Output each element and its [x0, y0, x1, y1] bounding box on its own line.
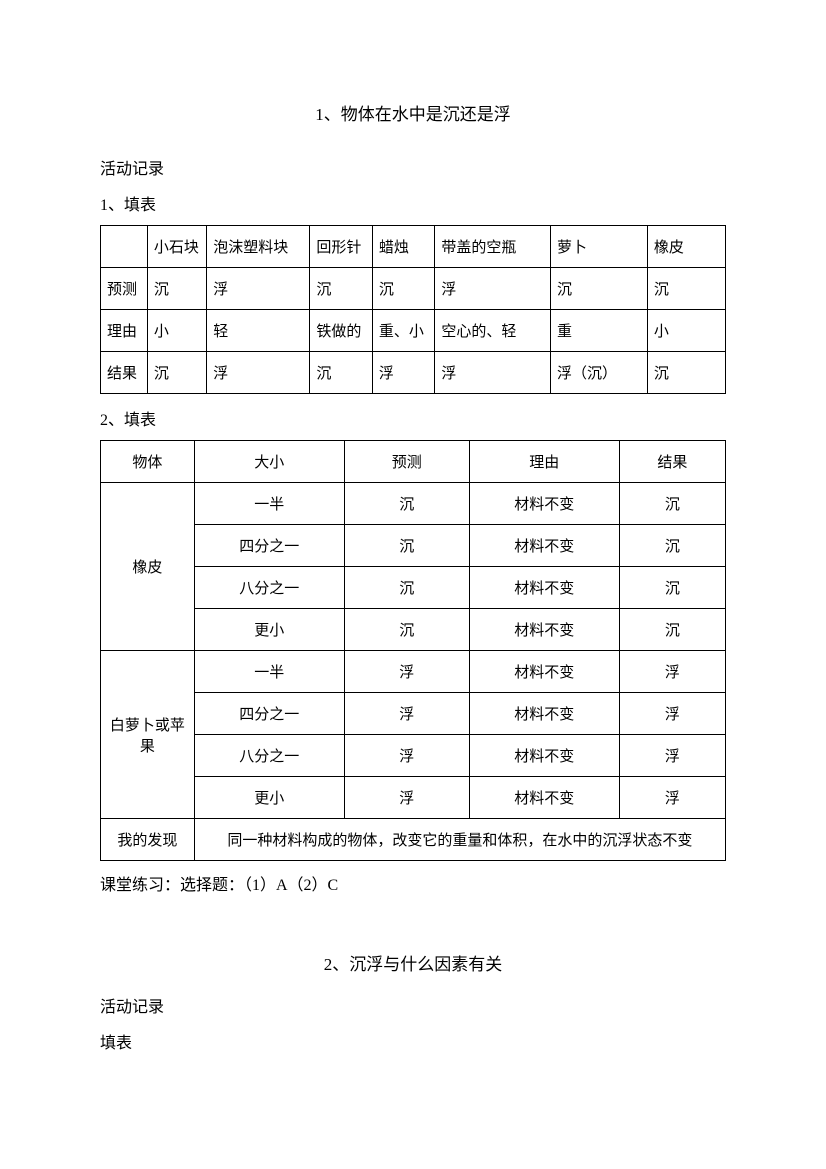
table2-cell: 八分之一	[194, 735, 344, 777]
table-1: 小石块泡沫塑料块回形针蜡烛带盖的空瓶萝卜橡皮预测沉浮沉沉浮沉沉理由小轻铁做的重、…	[100, 225, 726, 394]
table2-cell: 浮	[619, 693, 725, 735]
table2-cell: 材料不变	[469, 567, 619, 609]
table1-header-cell: 回形针	[310, 226, 373, 268]
table2-cell: 浮	[619, 735, 725, 777]
table1-cell: 浮（沉）	[551, 352, 648, 394]
table1-cell: 沉	[372, 268, 435, 310]
table2-cell: 材料不变	[469, 609, 619, 651]
table1-cell: 浮	[207, 268, 310, 310]
table2-group-label: 白萝卜或苹果	[101, 651, 195, 819]
table1-header-cell: 蜡烛	[372, 226, 435, 268]
table2-cell: 沉	[619, 525, 725, 567]
table1-cell: 小	[147, 310, 206, 352]
table2-cell: 浮	[619, 651, 725, 693]
table1-cell: 浮	[435, 268, 551, 310]
table1-cell: 铁做的	[310, 310, 373, 352]
table2-header-cell: 结果	[619, 441, 725, 483]
page-title-2: 2、沉浮与什么因素有关	[100, 950, 726, 975]
table2-cell: 沉	[344, 609, 469, 651]
table2-cell: 沉	[619, 609, 725, 651]
table2-cell: 材料不变	[469, 735, 619, 777]
table2-cell: 一半	[194, 483, 344, 525]
table2-cell: 一半	[194, 651, 344, 693]
table2-finding-text: 同一种材料构成的物体，改变它的重量和体积，在水中的沉浮状态不变	[194, 819, 725, 861]
table1-cell: 沉	[647, 268, 725, 310]
table1-cell: 结果	[101, 352, 148, 394]
table2-cell: 沉	[344, 567, 469, 609]
activity-label-2: 活动记录	[100, 993, 726, 1017]
table2-cell: 浮	[344, 777, 469, 819]
table1-cell: 沉	[551, 268, 648, 310]
table2-cell: 沉	[619, 567, 725, 609]
page-title-1: 1、物体在水中是沉还是浮	[100, 100, 726, 125]
table1-cell: 沉	[310, 352, 373, 394]
table1-header-cell: 萝卜	[551, 226, 648, 268]
table1-cell: 浮	[435, 352, 551, 394]
table1-header-cell	[101, 226, 148, 268]
table2-cell: 材料不变	[469, 525, 619, 567]
table2-cell: 浮	[619, 777, 725, 819]
subtitle-2-1: 填表	[100, 1029, 726, 1053]
table1-cell: 预测	[101, 268, 148, 310]
table2-cell: 沉	[344, 525, 469, 567]
table2-header-cell: 预测	[344, 441, 469, 483]
table2-header-cell: 大小	[194, 441, 344, 483]
table2-cell: 材料不变	[469, 651, 619, 693]
table2-header-cell: 理由	[469, 441, 619, 483]
table2-finding-label: 我的发现	[101, 819, 195, 861]
subtitle-1-2: 2、填表	[100, 406, 726, 430]
table2-cell: 八分之一	[194, 567, 344, 609]
table1-cell: 浮	[207, 352, 310, 394]
table1-cell: 小	[647, 310, 725, 352]
subtitle-1-1: 1、填表	[100, 191, 726, 215]
table2-group-label: 橡皮	[101, 483, 195, 651]
table1-cell: 重、小	[372, 310, 435, 352]
table2-cell: 沉	[619, 483, 725, 525]
activity-label-1: 活动记录	[100, 155, 726, 179]
table1-cell: 沉	[147, 352, 206, 394]
table1-cell: 重	[551, 310, 648, 352]
table2-cell: 浮	[344, 651, 469, 693]
table1-cell: 理由	[101, 310, 148, 352]
table1-cell: 沉	[310, 268, 373, 310]
table1-cell: 浮	[372, 352, 435, 394]
table2-cell: 材料不变	[469, 693, 619, 735]
table1-cell: 空心的、轻	[435, 310, 551, 352]
table2-cell: 四分之一	[194, 525, 344, 567]
table1-cell: 沉	[147, 268, 206, 310]
table2-cell: 浮	[344, 693, 469, 735]
table2-cell: 材料不变	[469, 483, 619, 525]
table1-header-cell: 小石块	[147, 226, 206, 268]
table2-cell: 四分之一	[194, 693, 344, 735]
table2-cell: 浮	[344, 735, 469, 777]
table1-header-cell: 泡沫塑料块	[207, 226, 310, 268]
table-2: 物体大小预测理由结果橡皮一半沉材料不变沉四分之一沉材料不变沉八分之一沉材料不变沉…	[100, 440, 726, 861]
table1-cell: 轻	[207, 310, 310, 352]
table2-cell: 材料不变	[469, 777, 619, 819]
table2-header-cell: 物体	[101, 441, 195, 483]
table2-cell: 更小	[194, 777, 344, 819]
table2-cell: 沉	[344, 483, 469, 525]
table2-cell: 更小	[194, 609, 344, 651]
practice-text: 课堂练习：选择题：（1）A（2）C	[100, 871, 726, 895]
table1-cell: 沉	[647, 352, 725, 394]
table1-header-cell: 橡皮	[647, 226, 725, 268]
table1-header-cell: 带盖的空瓶	[435, 226, 551, 268]
